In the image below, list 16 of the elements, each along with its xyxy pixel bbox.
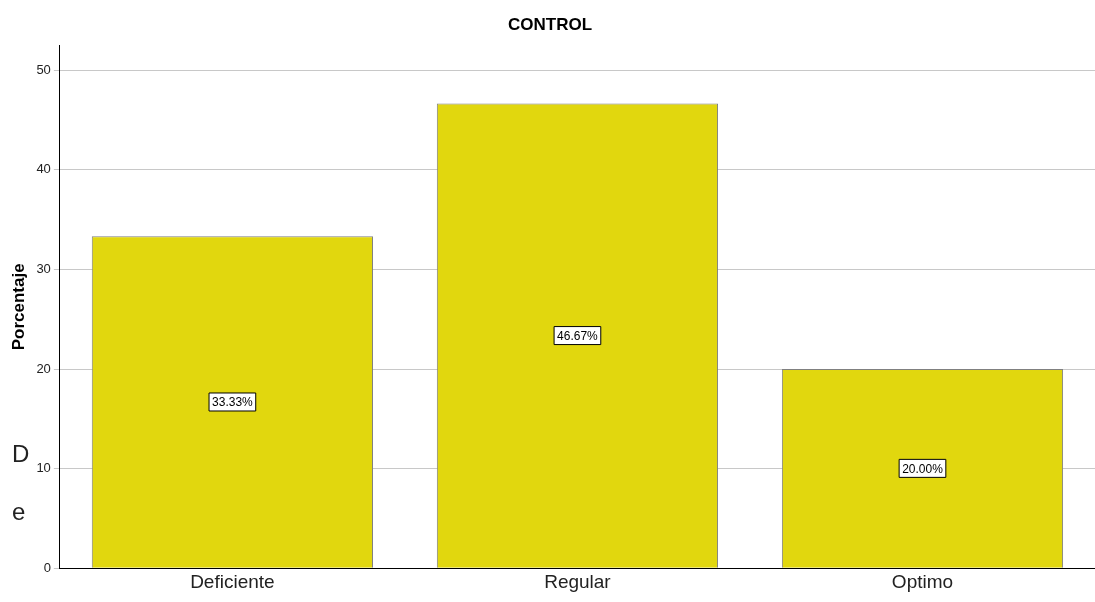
text: D bbox=[12, 440, 30, 468]
data-label: 33.33% bbox=[212, 395, 254, 410]
y-axis-title: Porcentaje bbox=[8, 263, 28, 351]
y-tick-label: 20 bbox=[36, 360, 51, 376]
data-label: 46.67% bbox=[557, 328, 599, 343]
y-tick-label: 40 bbox=[36, 161, 51, 177]
x-tick-label: Deficiente bbox=[190, 570, 275, 592]
y-tick-label: 30 bbox=[36, 261, 51, 277]
y-tick-label: 50 bbox=[36, 61, 51, 77]
y-tick-label: 0 bbox=[43, 559, 51, 575]
text: e bbox=[12, 498, 26, 526]
y-tick-label: 10 bbox=[36, 460, 51, 476]
x-tick-label: Optimo bbox=[891, 570, 954, 592]
data-label: 20.00% bbox=[902, 461, 944, 476]
chart-title: CONTROL bbox=[507, 14, 593, 34]
x-tick-label: Regular bbox=[544, 570, 612, 592]
